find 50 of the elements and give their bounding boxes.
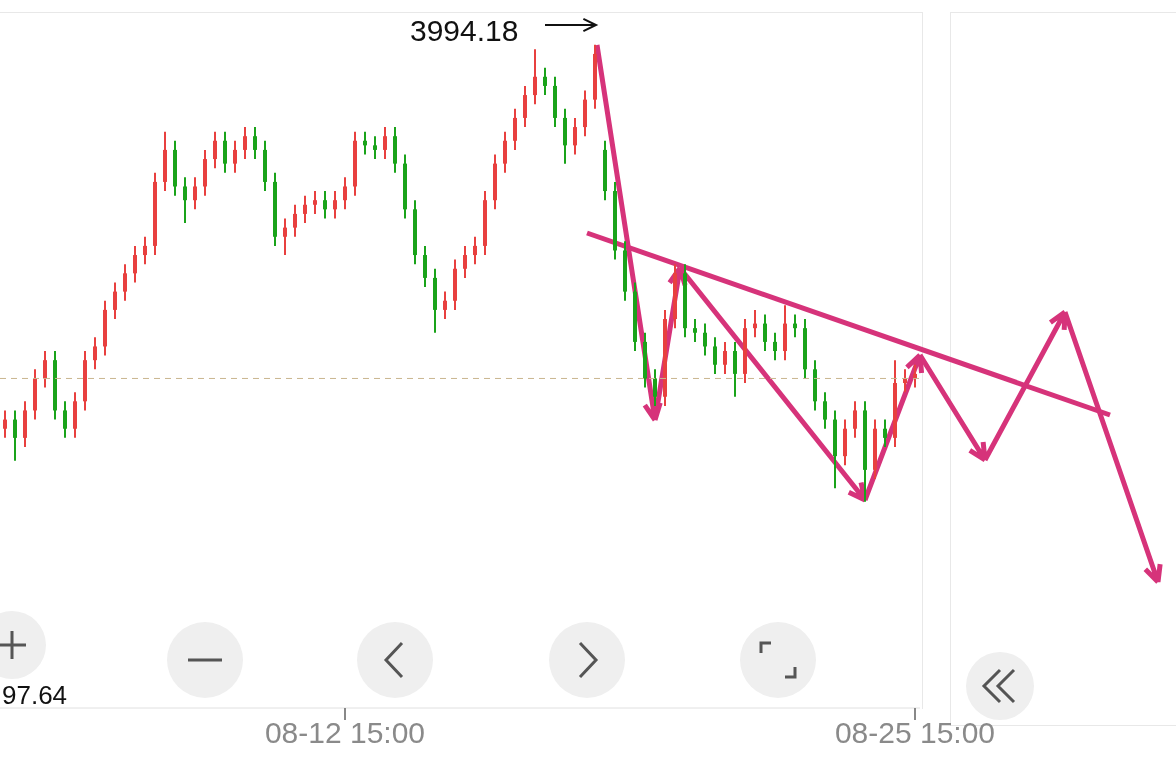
candlestick [373, 135, 377, 161]
candlestick [703, 322, 707, 357]
candlestick [463, 244, 467, 279]
candlestick [183, 176, 187, 225]
candlestick [383, 126, 387, 161]
candlestick [323, 190, 327, 220]
candlestick [3, 409, 7, 439]
candlestick [653, 368, 657, 407]
candlestick [333, 190, 337, 220]
candlestick [313, 190, 317, 215]
candlestick [823, 391, 827, 430]
candlestick [13, 409, 17, 462]
candlestick [713, 336, 717, 375]
candlestick [693, 318, 697, 343]
candlestick [123, 263, 127, 302]
candlestick [113, 281, 117, 321]
candlestick [513, 107, 517, 151]
candlestick [423, 244, 427, 289]
candlestick [233, 139, 237, 174]
candlestick [763, 313, 767, 353]
candlestick [543, 66, 547, 97]
candlestick [723, 340, 727, 375]
candlestick [343, 176, 347, 211]
candlestick [143, 235, 147, 266]
candlestick [93, 336, 97, 371]
annotation: 3994.18 [410, 14, 519, 48]
x-tick-label: 08-25 15:00 [834, 716, 996, 750]
candlestick [253, 126, 257, 161]
candlestick [63, 400, 67, 439]
candlestick [133, 244, 137, 284]
x-tick-label: 08-12 15:00 [264, 716, 426, 750]
candlestick [223, 130, 227, 174]
candlestick [573, 116, 577, 156]
candlestick [733, 340, 737, 398]
candlestick [43, 350, 47, 389]
candlestick [293, 203, 297, 238]
text: 97.64 [2, 680, 68, 711]
candlestick [503, 130, 507, 174]
candlestick [853, 400, 857, 439]
candlestick [303, 194, 307, 225]
candlestick [193, 176, 197, 211]
candlestick [533, 48, 537, 106]
candlestick [213, 130, 217, 170]
candlestick [443, 290, 447, 321]
candlestick [243, 126, 247, 161]
candlestick [523, 84, 527, 129]
candlestick [773, 331, 777, 362]
candlestick [283, 217, 287, 257]
candlestick [883, 418, 887, 449]
candlestick [473, 235, 477, 266]
